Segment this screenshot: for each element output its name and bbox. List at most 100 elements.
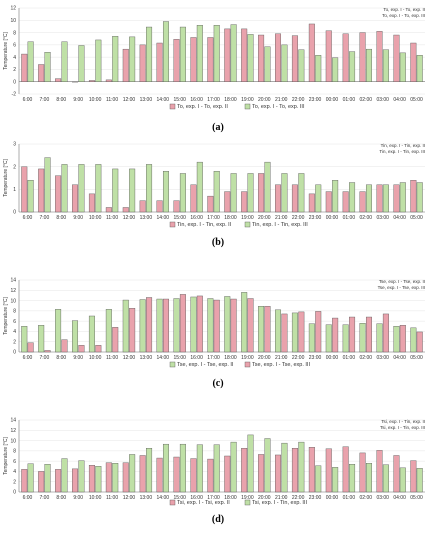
bar <box>291 312 298 353</box>
bar <box>332 317 339 353</box>
bar <box>72 468 79 493</box>
x-tick-label: 18:00 <box>224 355 237 361</box>
chart-panel-1: -2 0 2 4 6 8 10 12 Temperature [°C] 6:00 7:00 8:00 9… <box>3 6 425 133</box>
x-tick-label: 10:00 <box>89 355 102 361</box>
bar <box>332 467 339 493</box>
bar <box>173 39 180 82</box>
bar <box>27 342 34 353</box>
bar <box>393 326 400 353</box>
bar <box>359 452 366 493</box>
x-tick-label: 03:00 <box>376 97 389 103</box>
y-tick-label: 8 <box>13 449 16 455</box>
bar <box>325 191 332 213</box>
x-tick-label: 03:00 <box>376 495 389 501</box>
y-tick-label: 0 <box>13 210 16 216</box>
y-tick-label: 2 <box>13 339 16 345</box>
bar <box>298 441 305 493</box>
x-tick-label: 03:00 <box>376 355 389 361</box>
x-tick-label: 14:00 <box>157 355 170 361</box>
bar <box>382 184 389 213</box>
x-tick-label: 01:00 <box>343 355 356 361</box>
bar <box>399 182 406 213</box>
bar <box>281 313 288 353</box>
bar <box>416 331 423 353</box>
x-tick-label: 17:00 <box>207 215 220 221</box>
x-tick-label: 10:00 <box>89 97 102 103</box>
x-tick-label: 19:00 <box>241 215 254 221</box>
x-tick-label: 00:00 <box>326 355 339 361</box>
corner-annotation: Tsi, exp. I - Tin, exp. III <box>380 425 425 430</box>
bar <box>179 173 186 213</box>
bar <box>349 51 356 82</box>
y-tick-label: 14 <box>10 418 16 424</box>
y-axis-label: Temperature [°C] <box>3 31 9 69</box>
x-tick-label: 9:00 <box>73 97 83 103</box>
x-tick-label: 12:00 <box>123 495 136 501</box>
x-tick-label: 20:00 <box>258 355 271 361</box>
x-tick-label: 17:00 <box>207 355 220 361</box>
bar <box>247 434 254 493</box>
x-tick-label: 04:00 <box>393 97 406 103</box>
bar <box>258 173 265 213</box>
bar <box>298 173 305 213</box>
panel-label: (b) <box>212 237 224 248</box>
y-tick-label: 12 <box>10 428 16 434</box>
x-tick-label: 23:00 <box>309 215 322 221</box>
x-tick-label: 14:00 <box>157 215 170 221</box>
bar <box>291 448 298 493</box>
bar <box>275 454 282 493</box>
bar <box>156 298 163 353</box>
x-tick-label: 23:00 <box>309 355 322 361</box>
x-tick-label: 00:00 <box>326 215 339 221</box>
x-tick-label: 17:00 <box>207 495 220 501</box>
bar <box>95 345 102 353</box>
bar <box>105 207 112 213</box>
bar <box>162 21 169 82</box>
x-tick-label: 21:00 <box>275 215 288 221</box>
bar <box>241 448 248 493</box>
x-tick-label: 8:00 <box>56 355 66 361</box>
x-tick-label: 6:00 <box>23 355 33 361</box>
bar <box>61 458 68 493</box>
bar <box>332 180 339 213</box>
bar <box>146 297 153 353</box>
corner-annotation: Tsi, exp. I - Tin, exp. II <box>381 419 425 424</box>
x-tick-label: 17:00 <box>207 97 220 103</box>
bar <box>399 325 406 353</box>
corner-annotation: Tse, exp. I - Tse, exp. II <box>379 279 425 284</box>
x-tick-label: 13:00 <box>140 215 153 221</box>
bar <box>78 460 85 493</box>
y-tick-label: 6 <box>13 319 16 325</box>
bar <box>230 441 237 493</box>
x-tick-label: 05:00 <box>410 215 423 221</box>
bar <box>382 464 389 493</box>
y-tick-label: 6 <box>13 43 16 49</box>
x-tick-label: 16:00 <box>190 355 203 361</box>
legend-swatch <box>244 499 251 506</box>
bar <box>179 443 186 493</box>
bar <box>376 323 383 353</box>
y-tick-label: -2 <box>12 92 17 98</box>
panel-label: (a) <box>212 122 224 133</box>
bar <box>207 37 214 82</box>
bar <box>173 298 180 353</box>
x-tick-label: 12:00 <box>123 355 136 361</box>
bar <box>44 52 51 82</box>
legend-swatch <box>169 221 176 228</box>
bar <box>410 42 417 82</box>
y-tick-label: 1 <box>13 187 16 193</box>
x-tick-label: 00:00 <box>326 495 339 501</box>
bar <box>416 55 423 82</box>
x-tick-label: 03:00 <box>376 215 389 221</box>
bar <box>342 33 349 82</box>
x-tick-label: 19:00 <box>241 355 254 361</box>
bar <box>95 39 102 82</box>
bar <box>105 309 112 353</box>
bar <box>315 55 322 82</box>
x-tick-label: 04:00 <box>393 495 406 501</box>
bar <box>61 164 68 213</box>
bar <box>365 184 372 213</box>
bar <box>393 184 400 213</box>
panel-label: (c) <box>212 378 223 389</box>
